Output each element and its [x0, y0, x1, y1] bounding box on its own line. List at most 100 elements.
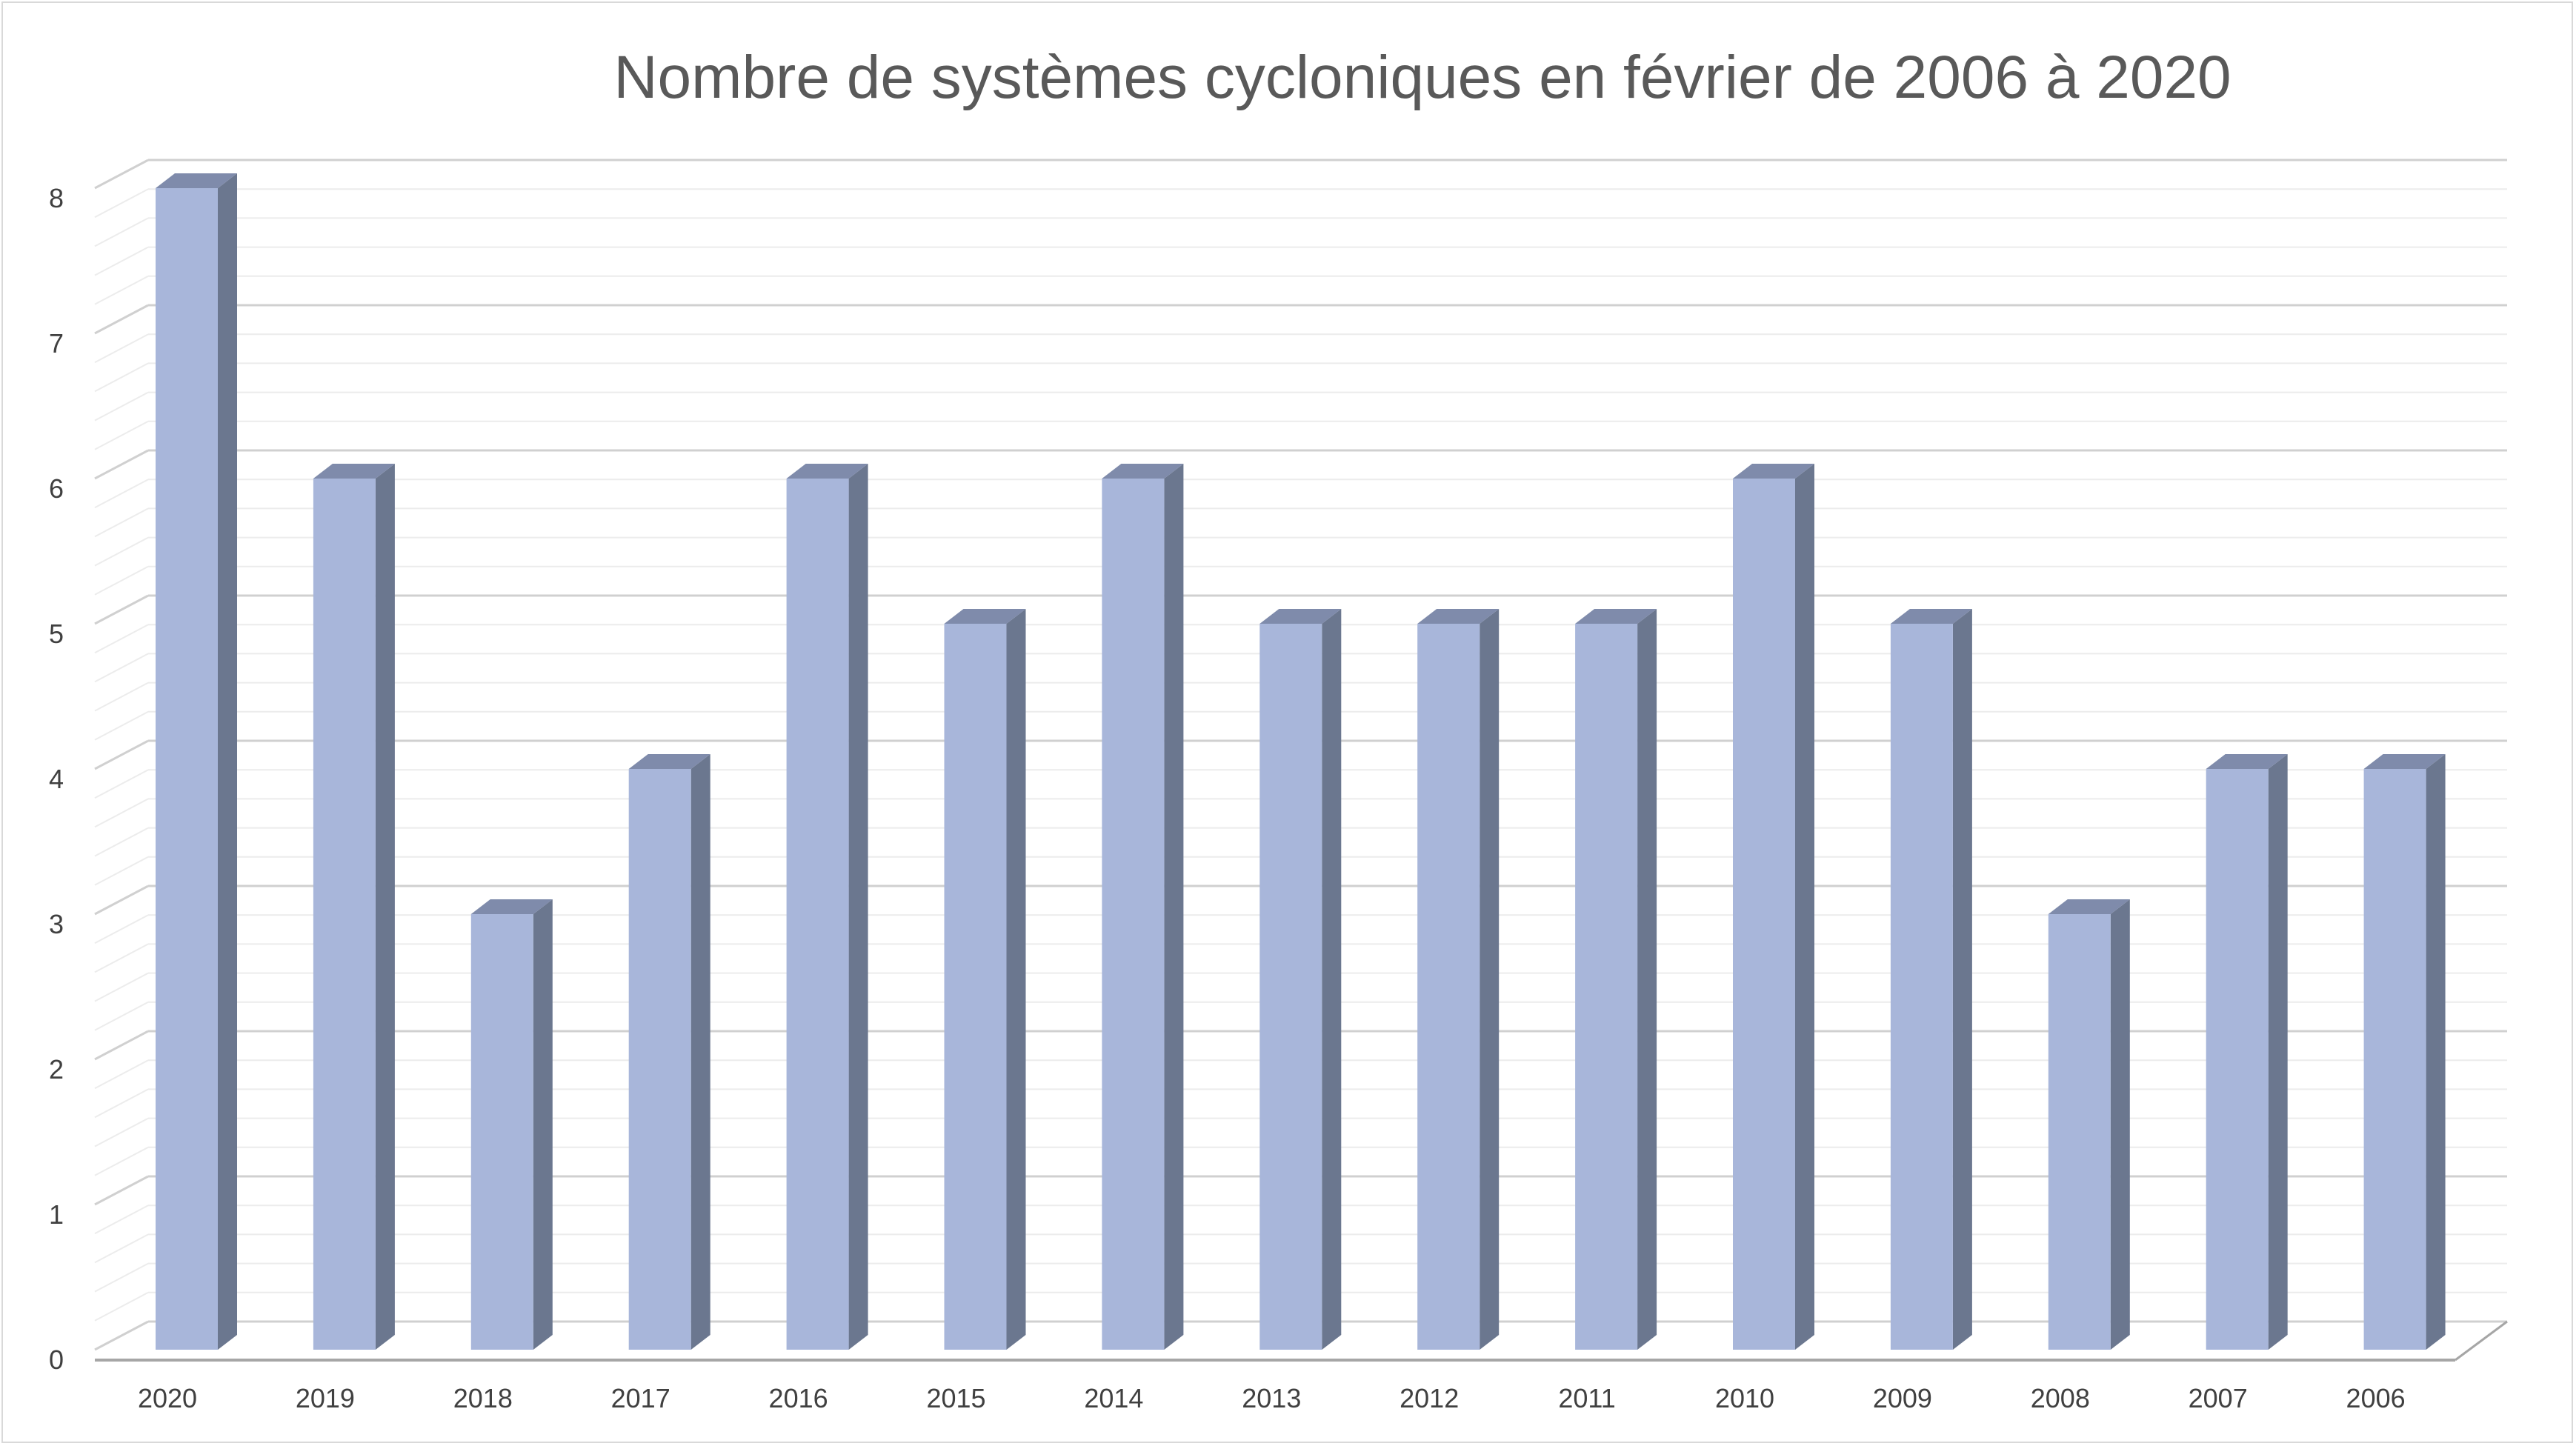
x-tick-label: 2018: [453, 1383, 513, 1413]
bar-2013: [1259, 609, 1342, 1350]
x-tick-label: 2010: [1715, 1383, 1774, 1413]
bar-2016: [786, 464, 868, 1350]
bar-top: [470, 899, 553, 914]
bar-top: [2048, 899, 2130, 914]
bar-front: [1575, 624, 1638, 1350]
bar-top: [1575, 609, 1657, 624]
gridline-minor-side: [94, 972, 149, 1002]
x-tick-label: 2019: [296, 1383, 355, 1413]
bar-top: [1733, 464, 1814, 479]
bar-front: [1733, 479, 1795, 1350]
bar-side: [1006, 609, 1026, 1350]
gridline-minor-side: [94, 710, 149, 741]
gridline-minor-side: [94, 827, 149, 857]
y-tick-label: 8: [49, 183, 64, 213]
bar-front: [156, 188, 218, 1350]
gridline-major-side: [94, 449, 149, 480]
bar-front: [628, 769, 691, 1350]
bar-front: [1102, 479, 1165, 1350]
bar-front: [944, 624, 1007, 1350]
bar-2010: [1733, 464, 1814, 1350]
bar-side: [2110, 899, 2130, 1350]
bar-top: [628, 754, 710, 769]
x-axis-tick-labels: 2020 2019 2018 2017 2016 2015 2014 2013 2012 2011…: [138, 1383, 2406, 1413]
y-tick-label: 7: [49, 328, 64, 359]
y-tick-label: 3: [49, 909, 64, 939]
gridline-minor-side: [94, 1262, 149, 1293]
gridline-minor-side: [94, 1001, 149, 1031]
bar-side: [2268, 754, 2288, 1350]
x-tick-label: 2017: [611, 1383, 670, 1413]
bar-top: [2206, 754, 2288, 769]
gridline-major-side: [94, 739, 149, 770]
bar-side: [1480, 609, 1500, 1350]
gridline-minor-side: [94, 769, 149, 799]
bar-side: [690, 754, 710, 1350]
bar-top: [1890, 609, 1972, 624]
gridline-minor-side: [94, 391, 149, 422]
x-tick-label: 2013: [1242, 1383, 1301, 1413]
x-tick-label: 2015: [926, 1383, 985, 1413]
x-tick-label: 2012: [1400, 1383, 1459, 1413]
bar-top: [2363, 754, 2446, 769]
gridline-major-side: [94, 1175, 149, 1206]
bar-2020: [156, 173, 237, 1350]
gridline-minor-side: [94, 798, 149, 828]
bar-2018: [470, 899, 553, 1350]
bar-side: [1795, 464, 1814, 1350]
bar-side: [1637, 609, 1657, 1350]
bar-front: [2048, 914, 2111, 1350]
bar-2012: [1417, 609, 1500, 1350]
bar-top: [1259, 609, 1342, 624]
bar-top: [786, 464, 868, 479]
x-tick-label: 2008: [2031, 1383, 2090, 1413]
bar-2007: [2206, 754, 2288, 1350]
gridline-minor-side: [94, 1059, 149, 1090]
y-tick-label: 2: [49, 1054, 64, 1084]
bar-front: [2363, 769, 2426, 1350]
bar-front: [470, 914, 533, 1350]
bar-top: [313, 464, 395, 479]
bar-front: [2206, 769, 2269, 1350]
gridline-minor-side: [94, 914, 149, 944]
x-tick-label: 2007: [2189, 1383, 2248, 1413]
gridline-major-side: [94, 304, 149, 335]
bar-top: [1417, 609, 1500, 624]
bar-side: [2426, 754, 2446, 1350]
bar-2008: [2048, 899, 2130, 1350]
gridline-minor-side: [94, 1088, 149, 1119]
bar-2019: [313, 464, 395, 1350]
y-tick-label: 5: [49, 619, 64, 649]
bar-2011: [1575, 609, 1657, 1350]
bar-side: [1952, 609, 1972, 1350]
gridline-major-side: [94, 159, 149, 190]
gridline-minor-side: [94, 536, 149, 567]
gridline-minor-side: [94, 188, 149, 219]
bar-side: [218, 173, 237, 1350]
bar-side: [375, 464, 395, 1350]
gridline-minor-side: [94, 479, 149, 509]
bar-top: [156, 173, 237, 188]
gridline-major-side: [94, 1320, 149, 1351]
x-tick-label: 2006: [2346, 1383, 2406, 1413]
bar-side: [848, 464, 868, 1350]
x-tick-label: 2020: [138, 1383, 197, 1413]
gridline-minor-side: [94, 653, 149, 683]
gridline-minor-side: [94, 1205, 149, 1235]
gridline-minor-side: [94, 565, 149, 596]
x-tick-label: 2009: [1873, 1383, 1932, 1413]
y-tick-label: 6: [49, 473, 64, 504]
y-tick-label: 4: [49, 764, 64, 794]
bar-side: [1322, 609, 1342, 1350]
gridline-minor-side: [94, 1233, 149, 1264]
bar-front: [1890, 624, 1953, 1350]
bar-top: [1102, 464, 1184, 479]
gridline-minor-side: [94, 275, 149, 305]
gridline-minor-side: [94, 856, 149, 886]
y-tick-label: 0: [49, 1345, 64, 1375]
y-axis-tick-labels: 0 1 2 3 4 5 6 7 8: [49, 183, 64, 1375]
gridline-minor-side: [94, 1117, 149, 1147]
bar-2014: [1102, 464, 1184, 1350]
gridline-major-side: [94, 884, 149, 916]
